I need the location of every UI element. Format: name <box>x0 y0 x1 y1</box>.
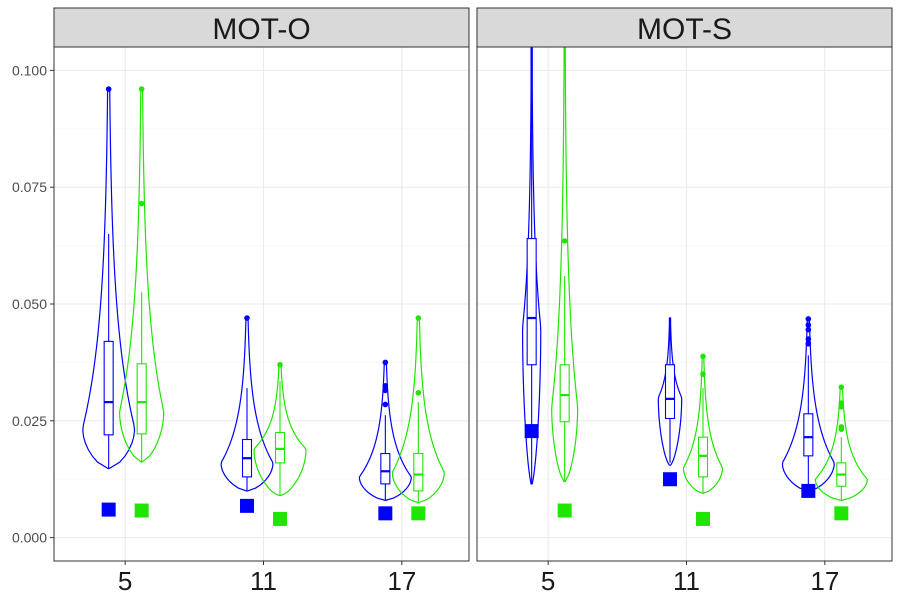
box-iqr <box>413 452 424 492</box>
box-iqr <box>103 340 114 436</box>
panel-plot-area <box>521 46 868 526</box>
x-tick-label: 11 <box>673 566 700 596</box>
x-axis-ticks: 5 11 17 <box>118 561 416 596</box>
y-tick-label: 0.100 <box>12 62 47 78</box>
outlier-point <box>805 316 812 322</box>
violin-group <box>220 315 274 513</box>
x-tick-label: 5 <box>541 566 555 596</box>
outlier-point <box>805 322 812 328</box>
outlier-point <box>382 401 389 408</box>
violin-group <box>657 317 683 487</box>
box-iqr <box>274 431 286 464</box>
x-tick-label: 11 <box>250 566 277 596</box>
outlier-point <box>805 336 812 342</box>
outlier-point <box>700 353 706 360</box>
y-axis-ticks: 0.000 0.025 0.050 0.075 0.100 <box>12 62 54 546</box>
x-tick-label: 17 <box>387 566 416 596</box>
outlier-point <box>277 361 283 368</box>
outlier-point <box>138 86 145 92</box>
box-iqr <box>559 364 570 423</box>
strip-label-mot-o: MOT-O <box>212 13 310 46</box>
box-iqr <box>664 364 676 420</box>
y-tick-label: 0.000 <box>12 530 47 546</box>
outlier-point <box>382 382 389 389</box>
y-tick-label: 0.050 <box>12 296 47 312</box>
outlier-point <box>838 400 845 406</box>
outlier-point <box>838 424 845 430</box>
outlier-point <box>138 200 145 207</box>
x-tick-label: 5 <box>118 566 132 596</box>
reference-square-marker <box>696 511 710 526</box>
violin-group <box>253 361 307 526</box>
outlier-point <box>805 340 812 347</box>
outlier-point <box>382 359 389 366</box>
reference-square-marker <box>273 511 287 526</box>
reference-square-marker <box>134 503 149 518</box>
box-iqr <box>136 363 147 435</box>
outlier-point <box>561 238 568 244</box>
violin-group <box>781 316 835 498</box>
panel-plot-area <box>82 86 445 526</box>
x-tick-label: 17 <box>810 566 839 596</box>
reference-square-marker <box>524 424 539 439</box>
outlier-point <box>415 315 422 321</box>
box-iqr <box>803 413 814 457</box>
violin-group <box>82 86 136 517</box>
strip-background <box>53 7 470 48</box>
outlier-point <box>805 326 812 333</box>
violin-shape <box>657 317 683 466</box>
y-tick-label: 0.075 <box>12 179 47 195</box>
violin-group <box>118 86 165 518</box>
reference-square-marker <box>240 498 254 513</box>
violin-group <box>682 353 724 526</box>
box-iqr <box>697 436 709 478</box>
reference-square-marker <box>834 506 849 521</box>
box-iqr <box>526 238 537 366</box>
outlier-point <box>838 384 845 390</box>
panel-grid <box>477 47 892 561</box>
reference-square-marker <box>801 483 816 498</box>
reference-square-marker <box>101 502 116 517</box>
violin-group <box>358 359 412 521</box>
facet-panel-mot-o: MOT-O 5 11 17 <box>53 7 470 596</box>
x-axis-ticks: 5 11 17 <box>541 561 839 596</box>
box-iqr <box>380 452 391 485</box>
reference-square-marker <box>557 503 572 518</box>
outlier-point <box>382 387 389 394</box>
violin-group <box>814 384 868 521</box>
strip-label-mot-s: MOT-S <box>637 13 732 46</box>
outlier-point <box>415 389 422 396</box>
reference-square-marker <box>663 472 677 487</box>
outlier-point <box>700 371 706 377</box>
strip-background <box>476 7 893 48</box>
reference-square-marker <box>378 506 393 521</box>
outlier-point <box>244 315 250 321</box>
reference-square-marker <box>411 506 426 521</box>
y-tick-label: 0.025 <box>12 413 47 429</box>
outlier-point <box>105 86 112 92</box>
violin-group <box>391 315 445 521</box>
panel-grid <box>54 47 469 561</box>
facet-panel-mot-s: MOT-S 5 11 17 <box>476 7 893 596</box>
